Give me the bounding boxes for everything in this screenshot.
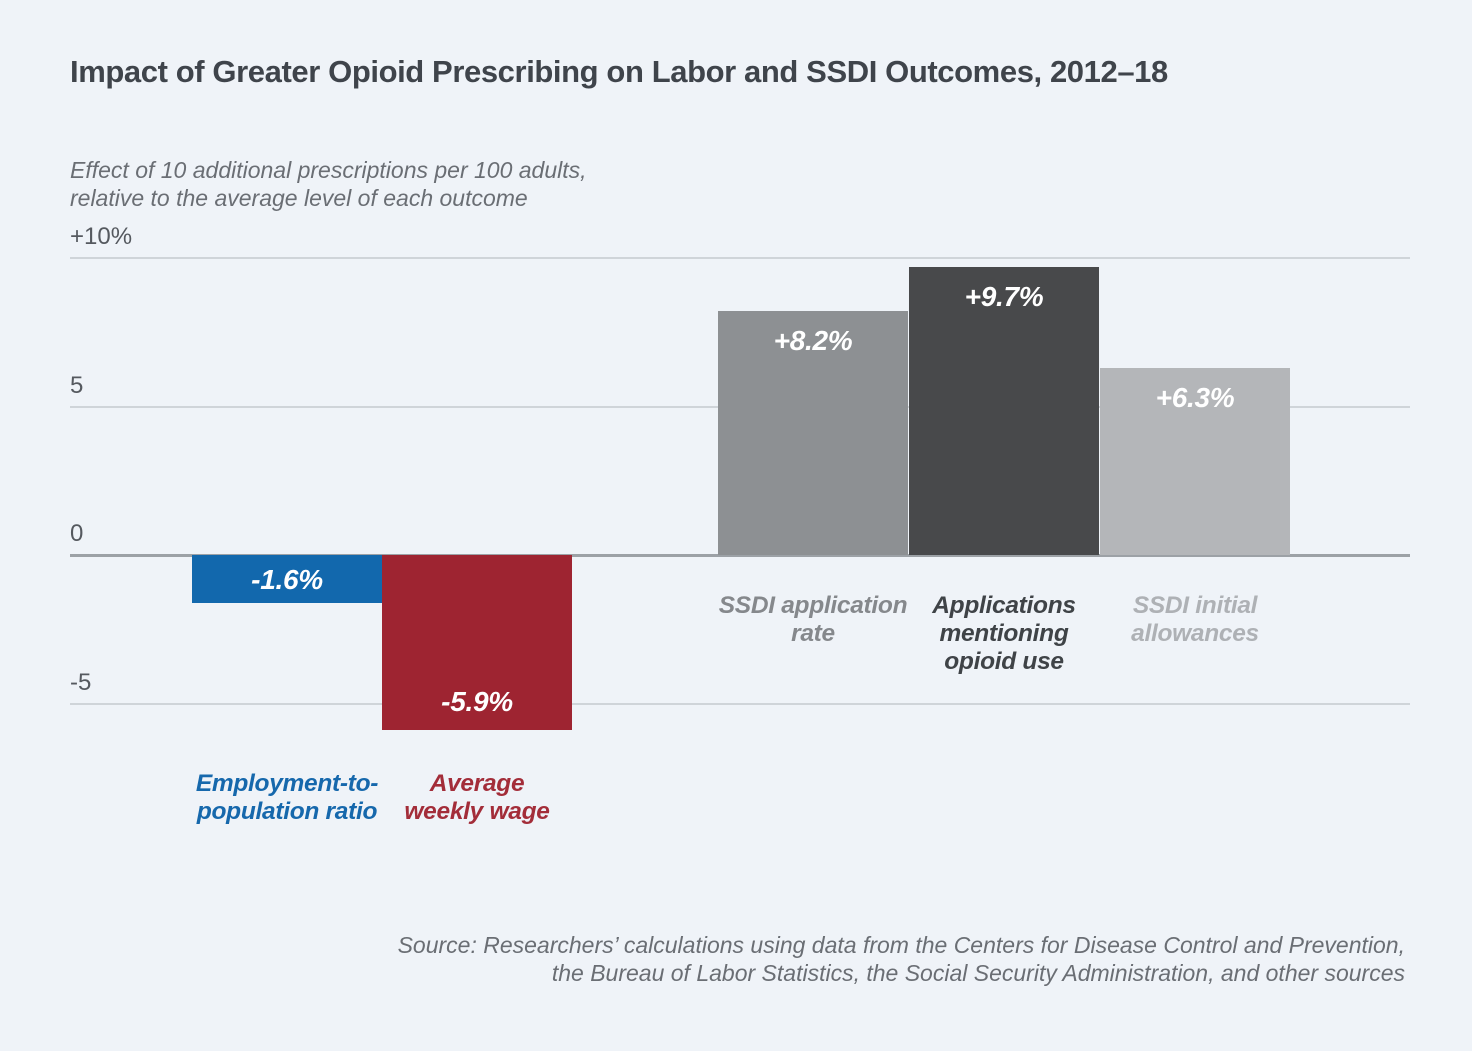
chart-title: Impact of Greater Opioid Prescribing on … — [70, 54, 1168, 89]
source-note-line-2: the Bureau of Labor Statistics, the Soci… — [551, 960, 1405, 986]
category-label-average-weekly-wage: Average weekly wage — [337, 770, 617, 826]
category-label-line: weekly wage — [404, 798, 550, 825]
bar-value-label: -5.9% — [441, 686, 513, 718]
category-label-ssdi-initial-allowances: SSDI initial allowances — [1055, 592, 1335, 648]
chart-subtitle-line-2: relative to the average level of each ou… — [70, 185, 528, 211]
bar-employment-to-population-ratio: -1.6% — [192, 555, 382, 603]
category-label-ssdi-application-rate: SSDI application rate — [673, 592, 953, 648]
category-label-applications-mentioning-opioid-use: Applications mentioning opioid use — [864, 592, 1144, 676]
category-label-line: Applications — [932, 592, 1076, 619]
bar-average-weekly-wage: -5.9% — [382, 555, 572, 731]
category-label-line: Employment-to- — [195, 770, 379, 797]
category-label-line: Average — [429, 770, 525, 797]
source-note: Source: Researchers’ calculations using … — [398, 931, 1405, 987]
chart-subtitle: Effect of 10 additional prescriptions pe… — [70, 156, 587, 212]
zero-baseline — [70, 553, 1410, 557]
category-label-line: mentioning — [939, 620, 1069, 647]
bar-ssdi-initial-allowances: +6.3% — [1100, 367, 1290, 555]
y-tick-label: +10% — [70, 223, 133, 250]
bar-value-label: +9.7% — [964, 280, 1044, 312]
y-tick-label: -5 — [70, 668, 92, 696]
bar-applications-mentioning-opioid-use: +9.7% — [909, 266, 1099, 555]
y-tick-label: 5 — [70, 371, 84, 399]
category-label-line: population ratio — [196, 798, 378, 825]
chart-subtitle-line-1: Effect of 10 additional prescriptions pe… — [70, 157, 587, 183]
gridline — [70, 257, 1410, 259]
category-label-line: SSDI initial — [1132, 592, 1258, 619]
bar-value-label: +6.3% — [1155, 381, 1235, 413]
gridline — [70, 702, 1410, 705]
category-label-line: allowances — [1131, 620, 1259, 647]
category-label-line: rate — [791, 620, 835, 647]
y-tick-label: 0 — [70, 520, 84, 547]
source-note-line-1: Source: Researchers’ calculations using … — [397, 932, 1405, 958]
bar-value-label: -1.6% — [251, 563, 323, 595]
category-label-line: opioid use — [944, 648, 1064, 675]
category-label-line: SSDI application — [718, 592, 908, 619]
category-label-employment-to-population-ratio: Employment-to-population ratio — [147, 770, 427, 826]
bar-ssdi-application-rate: +8.2% — [718, 311, 908, 555]
bar-value-label: +8.2% — [773, 325, 853, 357]
